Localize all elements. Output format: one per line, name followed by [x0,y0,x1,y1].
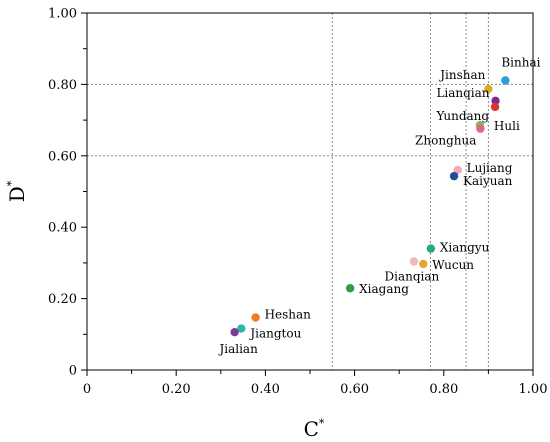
x-tick-label: 1.00 [519,382,548,397]
x-axis-title: C* [304,417,325,441]
point-label-binhai: Binhai [501,55,540,69]
data-point-binhai [501,76,510,85]
data-point-lujiang [453,165,462,175]
x-tick-label: 0.60 [340,382,369,397]
y-tick-label: 0 [69,364,77,379]
data-point-jinshan [484,84,493,94]
axes: 0 0.20 0.40 0.60 0.80 1.00 0 0.20 0.40 0.60 0.80 1.… [48,7,547,398]
point-label-huli: Huli [494,119,520,133]
point-label-jiangtou: Jiangtou [248,327,301,341]
x-tick-label: 0 [83,382,91,397]
y-tick-label: 0.20 [48,292,77,307]
point-label-jinshan: Jinshan [438,68,485,82]
x-tick-label: 0.20 [162,382,191,397]
data-point-xiagang [345,284,355,293]
x-tick-label: 0.80 [429,382,458,397]
point-label-kaiyuan: Kaiyuan [463,174,513,188]
point-label-wucun: Wucun [432,258,474,272]
x-tick-label: 0.40 [251,382,280,397]
data-point-xiangyu [426,244,436,253]
data-point-jiangtou [237,324,246,333]
data-points [230,76,510,337]
data-point-yundang [490,102,500,112]
data-point-kaiyuan [449,171,459,181]
y-tick-label: 0.80 [48,78,77,93]
axis-title-superscript: * [319,417,325,430]
data-point-wucun [419,259,428,269]
data-point-heshan [251,313,260,322]
y-tick-label: 0.40 [48,221,77,236]
data-point-jialian [230,327,239,337]
y-tick-label: 0.60 [48,149,77,164]
point-labels: Binhai Jinshan Lianqian Yundang Huli Zhonghua… [217,55,540,356]
point-label-dianqian: Dianqian [385,269,440,283]
reference-grid [87,13,533,370]
axis-title-superscript: * [5,180,18,186]
y-tick-label: 1.00 [48,7,77,22]
data-point-zhonghua [476,124,485,133]
point-label-heshan: Heshan [265,308,312,322]
point-label-xiangyu: Xiangyu [440,241,490,255]
y-axis-title: D* [5,180,29,202]
point-label-zhonghua: Zhonghua [415,134,476,148]
point-label-xiagang: Xiagang [359,282,409,296]
point-label-lujiang: Lujiang [467,161,513,175]
data-point-dianqian [409,257,419,266]
data-point-lianqian [491,96,500,106]
point-label-jialian: Jialian [217,342,258,356]
point-label-yundang: Yundang [435,109,489,123]
point-label-lianqian: Lianqian [436,86,489,100]
